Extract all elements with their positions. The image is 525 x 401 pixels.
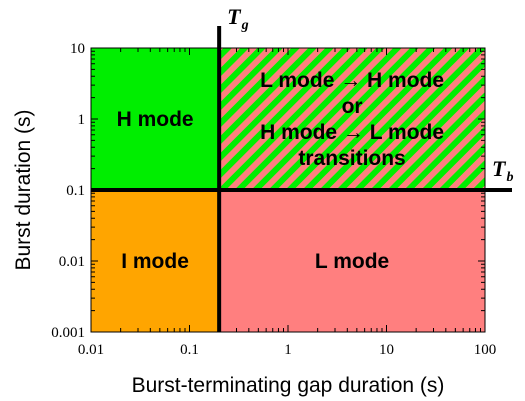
tg-label-subscript: g [241, 18, 249, 33]
x-tick-label: 100 [474, 342, 497, 358]
tb-label: Tb [492, 156, 513, 185]
y-tick-label: 0.1 [66, 183, 85, 199]
h-mode-region [91, 48, 220, 190]
transitions-label-line: H mode → L mode [260, 121, 444, 144]
l-mode-label-line: L mode [315, 250, 389, 273]
y-tick-label: 10 [70, 41, 85, 57]
y-tick-label: 0.01 [59, 254, 85, 270]
transitions-label-line: transitions [298, 147, 405, 170]
x-tick-label: 1 [284, 342, 292, 358]
label-layer: H mode L mode → H mode or H mode → L mode tr… [117, 69, 444, 273]
y-tick-label: 1 [78, 112, 86, 128]
x-axis-title: Burst-terminating gap duration (s) [132, 374, 445, 397]
h-mode-label-line: H mode [117, 108, 194, 131]
y-tick-label: 0.001 [51, 325, 85, 341]
x-tick-label: 0.1 [180, 342, 199, 358]
region-layer [91, 48, 485, 332]
transitions-label-line: L mode → H mode [260, 69, 444, 92]
transitions-region [219, 48, 485, 190]
i-mode-label-line: I mode [121, 250, 189, 273]
tg-label: Tg [227, 4, 248, 33]
i-mode-region [91, 190, 220, 332]
transitions-label-line: or [342, 95, 363, 118]
x-tick-label: 0.01 [78, 342, 104, 358]
l-mode-region [219, 190, 485, 332]
tb-label-subscript: b [506, 170, 513, 185]
x-tick-label: 10 [379, 342, 394, 358]
y-axis-title: Burst duration (s) [12, 109, 35, 270]
